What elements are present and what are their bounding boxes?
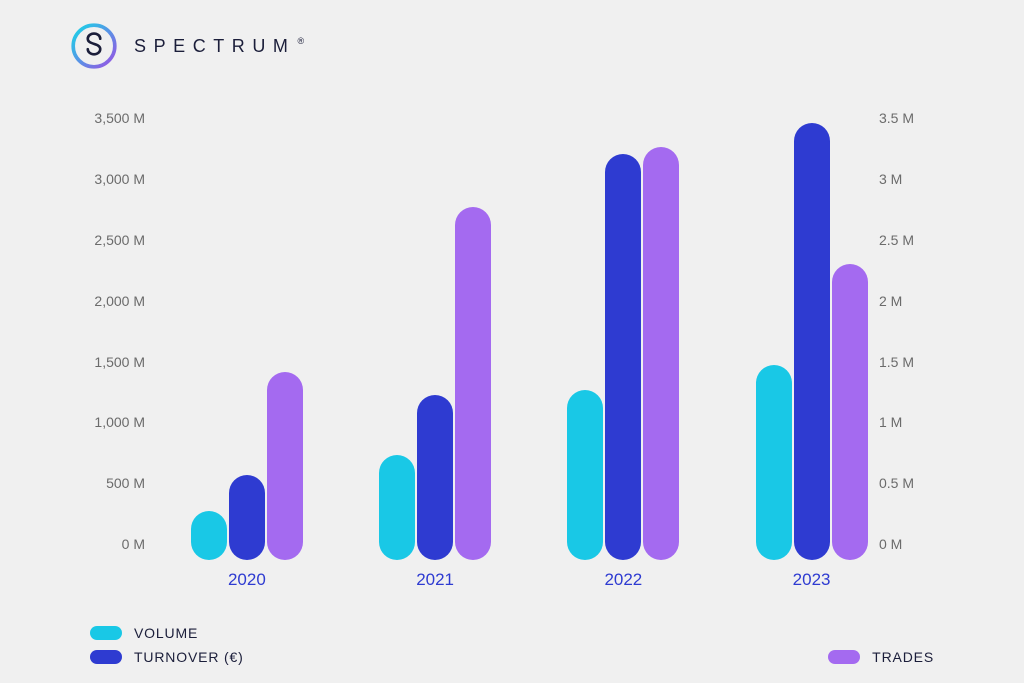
y-left-tick: 2,500 M	[75, 232, 145, 248]
legend-item-volume: VOLUME	[90, 625, 244, 641]
bar-volume	[567, 390, 603, 560]
bar-volume	[191, 511, 227, 560]
bar-group	[191, 110, 303, 560]
y-left-tick: 0 M	[75, 536, 145, 552]
y-right-tick: 1 M	[879, 414, 949, 430]
plot-area	[160, 110, 884, 560]
legend-label: VOLUME	[134, 625, 198, 641]
bar-turnover	[417, 395, 453, 560]
bar-volume	[379, 455, 415, 560]
bar-turnover	[794, 123, 830, 560]
legend-swatch-icon	[90, 650, 122, 664]
y-left-tick: 500 M	[75, 475, 145, 491]
x-label: 2022	[604, 570, 642, 590]
bar-group	[756, 110, 868, 560]
spectrum-logo-icon	[68, 20, 120, 72]
y-right-tick: 3 M	[879, 171, 949, 187]
y-left-tick: 3,000 M	[75, 171, 145, 187]
legend-label: TURNOVER (€)	[134, 649, 244, 665]
page-root: SPECTRUM® 0 M 500 M 1,000 M 1,500 M 2,000 M 2…	[0, 0, 1024, 683]
y-left-tick: 1,000 M	[75, 414, 145, 430]
brand-name-text: SPECTRUM	[134, 36, 295, 56]
x-label: 2021	[416, 570, 454, 590]
y-axis-left: 0 M 500 M 1,000 M 1,500 M 2,000 M 2,500 M 3,00…	[75, 110, 145, 560]
legend-item-turnover: TURNOVER (€)	[90, 649, 244, 665]
y-right-tick: 1.5 M	[879, 354, 949, 370]
brand-block: SPECTRUM®	[68, 20, 304, 72]
legend-item-trades: TRADES	[828, 649, 934, 665]
brand-name: SPECTRUM®	[134, 36, 304, 57]
registered-mark: ®	[297, 36, 304, 46]
legend-swatch-icon	[828, 650, 860, 664]
bar-trades	[267, 372, 303, 561]
bar-trades	[455, 207, 491, 560]
bar-volume	[756, 365, 792, 560]
bar-trades	[643, 147, 679, 561]
y-left-tick: 1,500 M	[75, 354, 145, 370]
x-axis: 2020 2021 2022 2023	[160, 560, 884, 600]
legend-left-group: VOLUME TURNOVER (€)	[90, 625, 244, 665]
y-right-tick: 2.5 M	[879, 232, 949, 248]
legend-label: TRADES	[872, 649, 934, 665]
y-right-tick: 3.5 M	[879, 110, 949, 126]
legend-swatch-icon	[90, 626, 122, 640]
chart-area: 0 M500 M1,000 M1,500 M2,000 M2,500 M3,00…	[80, 110, 944, 560]
y-axis-right: 0 M 0.5 M 1 M 1.5 M 2 M 2.5 M 3 M 3.5 M	[879, 110, 949, 560]
bar-trades	[832, 264, 868, 560]
y-right-tick: 0.5 M	[879, 475, 949, 491]
x-label: 2020	[228, 570, 266, 590]
bar-group	[379, 110, 491, 560]
legend-right-group: TRADES	[828, 649, 934, 665]
y-left-tick: 3,500 M	[75, 110, 145, 126]
y-left-tick: 2,000 M	[75, 293, 145, 309]
bar-group	[567, 110, 679, 560]
y-right-tick: 2 M	[879, 293, 949, 309]
bar-turnover	[605, 154, 641, 560]
legend: VOLUME TURNOVER (€) TRADES	[90, 625, 934, 665]
x-label: 2023	[793, 570, 831, 590]
y-right-tick: 0 M	[879, 536, 949, 552]
bar-turnover	[229, 475, 265, 560]
